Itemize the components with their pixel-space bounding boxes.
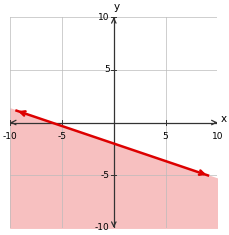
Text: -5: -5 [101, 171, 110, 180]
Text: -10: -10 [95, 223, 110, 232]
Text: -10: -10 [3, 132, 18, 141]
Text: 10: 10 [212, 132, 223, 141]
Text: y: y [114, 2, 120, 12]
Text: x: x [221, 114, 227, 124]
Text: 10: 10 [98, 13, 110, 22]
Text: -5: -5 [57, 132, 66, 141]
Text: 5: 5 [104, 65, 110, 74]
Text: 5: 5 [163, 132, 169, 141]
